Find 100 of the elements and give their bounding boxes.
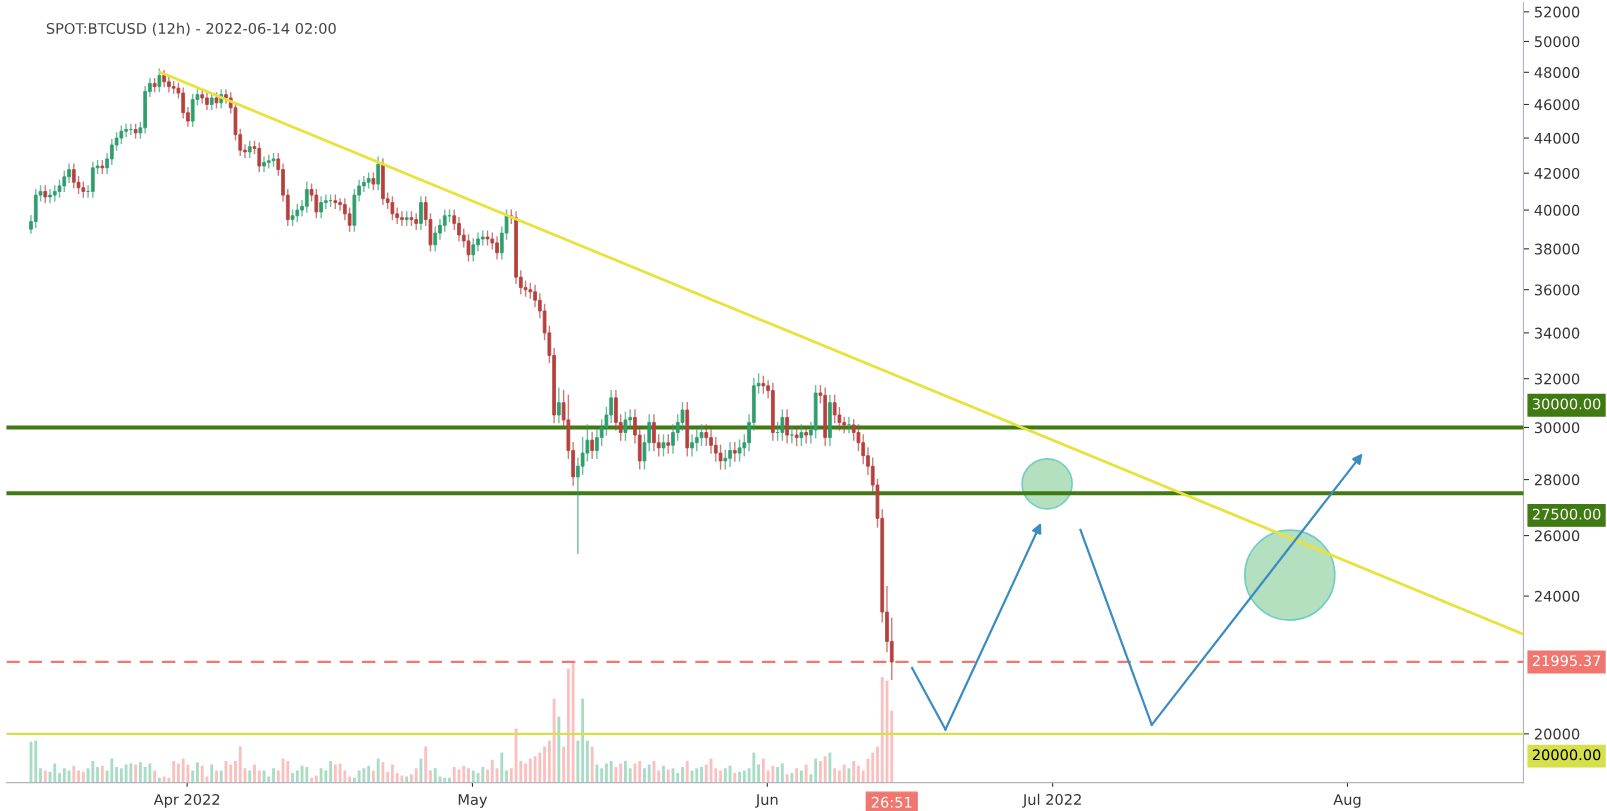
bar bbox=[857, 765, 860, 783]
bar bbox=[91, 761, 95, 783]
bar bbox=[172, 761, 176, 783]
bar bbox=[200, 765, 204, 783]
bar bbox=[505, 770, 508, 783]
bar bbox=[799, 770, 803, 783]
bar bbox=[376, 758, 380, 783]
bar bbox=[481, 767, 485, 783]
bar bbox=[77, 770, 80, 783]
bar bbox=[538, 752, 542, 783]
bar bbox=[723, 768, 727, 783]
bar bbox=[143, 767, 147, 783]
bar bbox=[604, 763, 608, 783]
bar bbox=[809, 774, 813, 783]
bar bbox=[34, 740, 38, 783]
bar bbox=[742, 770, 746, 783]
candlestick bbox=[433, 226, 438, 252]
bar bbox=[681, 767, 684, 783]
bar bbox=[700, 767, 703, 783]
x-tick-label: Jun bbox=[755, 794, 778, 808]
bar bbox=[752, 752, 756, 783]
bar bbox=[647, 764, 651, 783]
bar bbox=[462, 765, 466, 783]
bar bbox=[424, 746, 428, 783]
bar bbox=[600, 768, 604, 783]
bar bbox=[519, 761, 523, 783]
bar bbox=[191, 770, 195, 783]
bar bbox=[566, 668, 570, 783]
bar bbox=[576, 740, 580, 783]
bar bbox=[295, 770, 299, 783]
bar bbox=[229, 764, 233, 783]
bar bbox=[590, 746, 594, 783]
bar bbox=[248, 770, 252, 783]
bar bbox=[838, 770, 841, 783]
y-tick-label: 40000 bbox=[1534, 204, 1580, 216]
bar bbox=[685, 761, 689, 783]
bar bbox=[319, 768, 323, 783]
candlestick bbox=[804, 426, 808, 444]
bar bbox=[338, 763, 342, 783]
candlestick bbox=[799, 424, 804, 446]
bar bbox=[738, 771, 741, 783]
bar bbox=[776, 767, 780, 783]
bar bbox=[357, 770, 361, 783]
candlestick bbox=[419, 196, 423, 230]
ref-line-label: 21995.37 bbox=[1532, 655, 1601, 667]
candlestick bbox=[376, 156, 380, 191]
bar bbox=[362, 768, 366, 783]
candlestick bbox=[837, 406, 842, 431]
ref-line-label: 30000.00 bbox=[1532, 398, 1601, 410]
bar bbox=[134, 764, 138, 783]
bar bbox=[676, 773, 680, 783]
bar bbox=[571, 662, 575, 783]
bar bbox=[410, 774, 413, 783]
bar bbox=[62, 768, 66, 783]
bar bbox=[138, 762, 142, 783]
bar bbox=[381, 762, 385, 783]
bar bbox=[547, 740, 551, 783]
bar bbox=[624, 761, 627, 783]
candlestick bbox=[347, 207, 352, 232]
candlestick bbox=[661, 434, 666, 457]
bar bbox=[305, 767, 309, 783]
y-tick-label: 30000 bbox=[1534, 422, 1580, 434]
bar bbox=[314, 775, 318, 783]
bar bbox=[662, 765, 665, 783]
candlestick bbox=[699, 424, 704, 446]
bar bbox=[371, 770, 375, 783]
bar bbox=[119, 768, 123, 783]
bar bbox=[219, 770, 223, 783]
y-tick-label: 32000 bbox=[1534, 373, 1580, 385]
bar bbox=[210, 764, 214, 783]
bar bbox=[871, 752, 875, 783]
bar bbox=[876, 746, 879, 783]
bar bbox=[100, 765, 104, 783]
bar bbox=[823, 756, 827, 783]
bar bbox=[638, 761, 642, 783]
x-tick-label: May bbox=[458, 794, 488, 808]
bar bbox=[176, 763, 180, 783]
bar bbox=[585, 740, 589, 783]
bar bbox=[852, 761, 856, 783]
bar bbox=[257, 770, 261, 783]
bar bbox=[785, 774, 789, 783]
bar bbox=[643, 768, 646, 783]
bar bbox=[804, 764, 808, 783]
bar bbox=[818, 761, 822, 783]
bar bbox=[890, 710, 894, 783]
y-tick-label: 48000 bbox=[1534, 67, 1580, 79]
bar bbox=[196, 762, 199, 783]
bar bbox=[609, 761, 613, 783]
bar bbox=[39, 768, 42, 783]
bar bbox=[766, 770, 770, 783]
x-tick-label: Apr 2022 bbox=[153, 793, 220, 808]
bar bbox=[666, 769, 670, 783]
bar bbox=[486, 769, 489, 783]
bar bbox=[562, 746, 566, 783]
bar bbox=[557, 716, 561, 783]
bar bbox=[828, 752, 832, 783]
y-tick-label: 44000 bbox=[1534, 132, 1580, 144]
candlestick bbox=[790, 426, 794, 444]
bar bbox=[115, 767, 119, 783]
candlestick bbox=[718, 444, 723, 470]
